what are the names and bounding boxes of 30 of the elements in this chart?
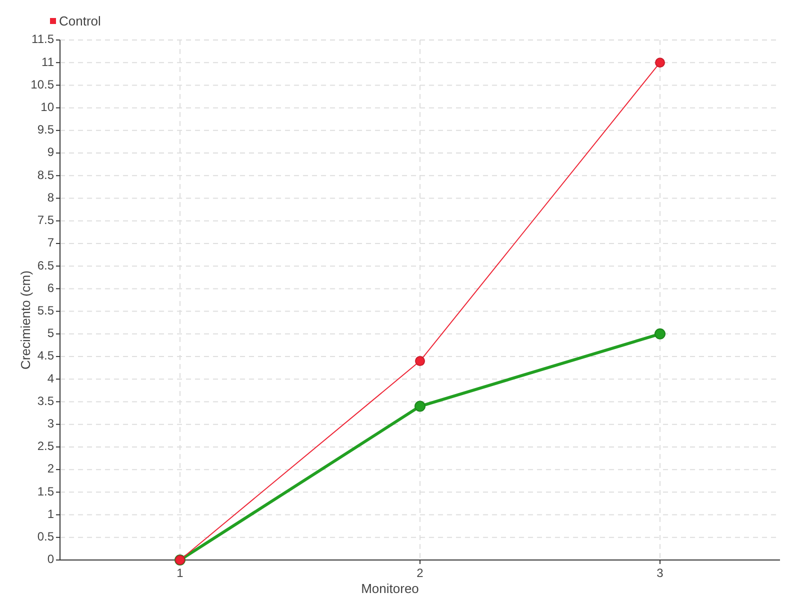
y-tick-label: 9 — [47, 145, 54, 160]
y-axis-title: Crecimiento (cm) — [18, 270, 33, 370]
x-axis-title: Monitoreo — [361, 581, 419, 596]
y-tick-label: 2.5 — [37, 439, 54, 454]
y-tick-label: 4 — [47, 371, 54, 386]
y-tick-label: 3 — [47, 416, 54, 431]
y-tick-label: 2 — [47, 462, 54, 476]
y-tick-label: 3.5 — [37, 394, 54, 408]
y-tick-label: 0.5 — [37, 530, 54, 544]
y-tick-label: 1.5 — [37, 484, 54, 498]
y-tick-label: 11.5 — [32, 32, 54, 46]
y-tick-label: 0 — [47, 552, 54, 566]
x-tick-label: 3 — [656, 566, 664, 580]
y-tick-label: 7.5 — [37, 213, 54, 228]
y-tick-label: 11 — [42, 54, 54, 69]
legend-label: Control — [59, 13, 102, 28]
y-tick-label: 8 — [47, 190, 54, 204]
y-tick-label: 1 — [47, 506, 54, 521]
y-tick-label: 5 — [47, 326, 54, 340]
y-tick-label: 6.5 — [37, 258, 54, 272]
y-tick-label: 6 — [47, 280, 54, 295]
y-tick-label: 10.5 — [30, 77, 54, 92]
y-tick-label: 9.5 — [37, 122, 54, 137]
y-tick-label: 5.5 — [37, 303, 54, 318]
y-tick-label: 7 — [47, 236, 54, 250]
y-tick-label: 10 — [40, 100, 54, 114]
y-tick-label: 8.5 — [37, 168, 54, 182]
y-tick-label: 4.5 — [37, 348, 54, 363]
x-tick-label: 1 — [176, 566, 184, 580]
x-tick-label: 2 — [416, 566, 424, 580]
